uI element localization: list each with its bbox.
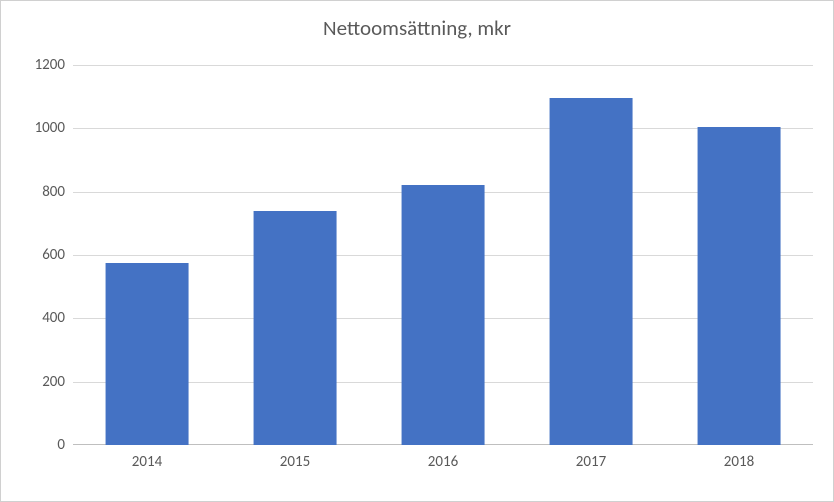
bar [106,263,189,445]
plot-area: 20142015201620172018 0200400600800100012… [73,65,813,445]
bar-slot: 2018 [665,65,813,445]
y-tick-label: 600 [3,246,65,264]
bar [254,211,337,445]
bar-slot: 2015 [221,65,369,445]
chart-title: Nettoomsättning, mkr [1,15,833,41]
y-tick-label: 800 [3,183,65,201]
y-tick-label: 400 [3,309,65,327]
bar-slot: 2014 [73,65,221,445]
x-tick-label: 2017 [576,453,606,471]
bar-slot: 2016 [369,65,517,445]
bar-slot: 2017 [517,65,665,445]
chart-frame: Nettoomsättning, mkr 2014201520162017201… [0,0,834,502]
bar [698,127,781,445]
bar [402,185,485,445]
bars-layer: 20142015201620172018 [73,65,813,445]
x-tick-label: 2015 [280,453,310,471]
x-tick-label: 2018 [724,453,754,471]
y-tick-label: 200 [3,373,65,391]
y-tick-label: 0 [3,436,65,454]
y-tick-label: 1200 [3,56,65,74]
bar [550,98,633,445]
x-tick-label: 2014 [132,453,162,471]
x-tick-label: 2016 [428,453,458,471]
y-tick-label: 1000 [3,119,65,137]
